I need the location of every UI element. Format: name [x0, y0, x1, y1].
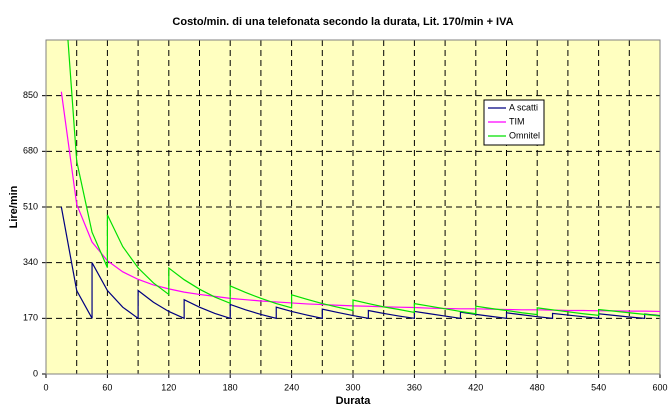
x-tick-label: 540	[591, 382, 606, 392]
x-axis-label: Durata	[336, 395, 372, 407]
chart-title: Costo/min. di una telefonata secondo la …	[172, 16, 513, 28]
x-tick-label: 60	[102, 382, 112, 392]
y-axis-label: Lire/min	[8, 185, 20, 228]
y-tick-label: 850	[23, 90, 38, 100]
series-line	[67, 40, 660, 317]
y-tick-label: 510	[23, 201, 38, 211]
x-tick-label: 180	[223, 382, 238, 392]
x-tick-label: 600	[652, 382, 667, 392]
x-tick-label: 0	[43, 382, 48, 392]
series-group	[60, 40, 660, 320]
x-tick-label: 420	[468, 382, 483, 392]
legend-label: Omnitel	[509, 130, 540, 140]
x-tick-label: 360	[407, 382, 422, 392]
legend-label: A scatti	[509, 102, 538, 112]
y-tick-label: 0	[33, 368, 38, 378]
x-tick-label: 300	[345, 382, 360, 392]
y-tick-label: 680	[23, 146, 38, 156]
x-tick-label: 480	[530, 382, 545, 392]
series-line	[60, 206, 660, 320]
x-tick-label: 120	[161, 382, 176, 392]
y-tick-label: 340	[23, 257, 38, 267]
legend-label: TIM	[509, 116, 525, 126]
y-tick-label: 170	[23, 313, 38, 323]
x-tick-label: 240	[284, 382, 299, 392]
plot-border	[45, 39, 661, 375]
